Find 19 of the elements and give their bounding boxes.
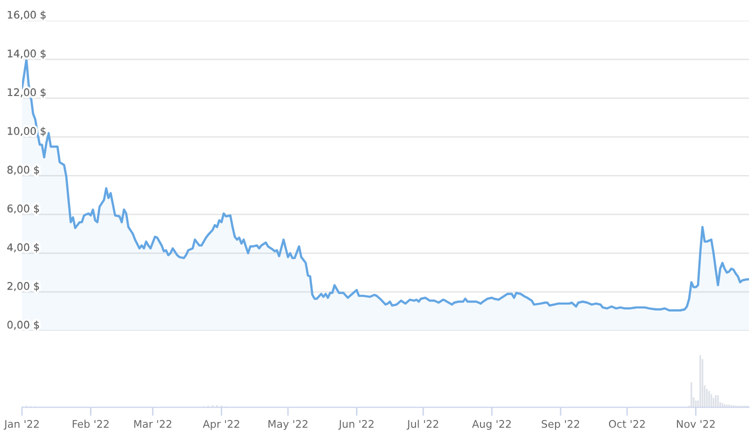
x-tick-label: Sep '22	[542, 420, 580, 430]
y-tick-label: 14,00 $	[8, 49, 46, 59]
x-tick-label: Feb '22	[72, 420, 109, 428]
y-tick-label: 10,00 $	[8, 126, 46, 136]
y-tick-label: 2,00 $	[7, 282, 39, 292]
x-tick-label: Aug '22	[472, 420, 511, 430]
x-tick-label: Jun '22	[338, 420, 374, 430]
x-tick-label: Apr '22	[202, 420, 240, 430]
y-tick-label: 6,00 $	[7, 204, 39, 214]
x-tick-label: Oct '22	[608, 420, 645, 428]
y-tick-label: 16,00 $	[8, 10, 46, 20]
y-tick-label: 0,00 $	[7, 320, 39, 330]
x-tick-label: Nov '22	[676, 420, 715, 428]
y-tick-label: 8,00 $	[7, 166, 39, 176]
x-tick-label: May '22	[268, 420, 308, 430]
x-tick-label: Jul '22	[406, 420, 438, 430]
x-tick-label: Mar '22	[134, 420, 172, 428]
y-tick-label: 4,00 $	[7, 243, 39, 253]
x-tick-label: Jan '22	[4, 420, 39, 430]
